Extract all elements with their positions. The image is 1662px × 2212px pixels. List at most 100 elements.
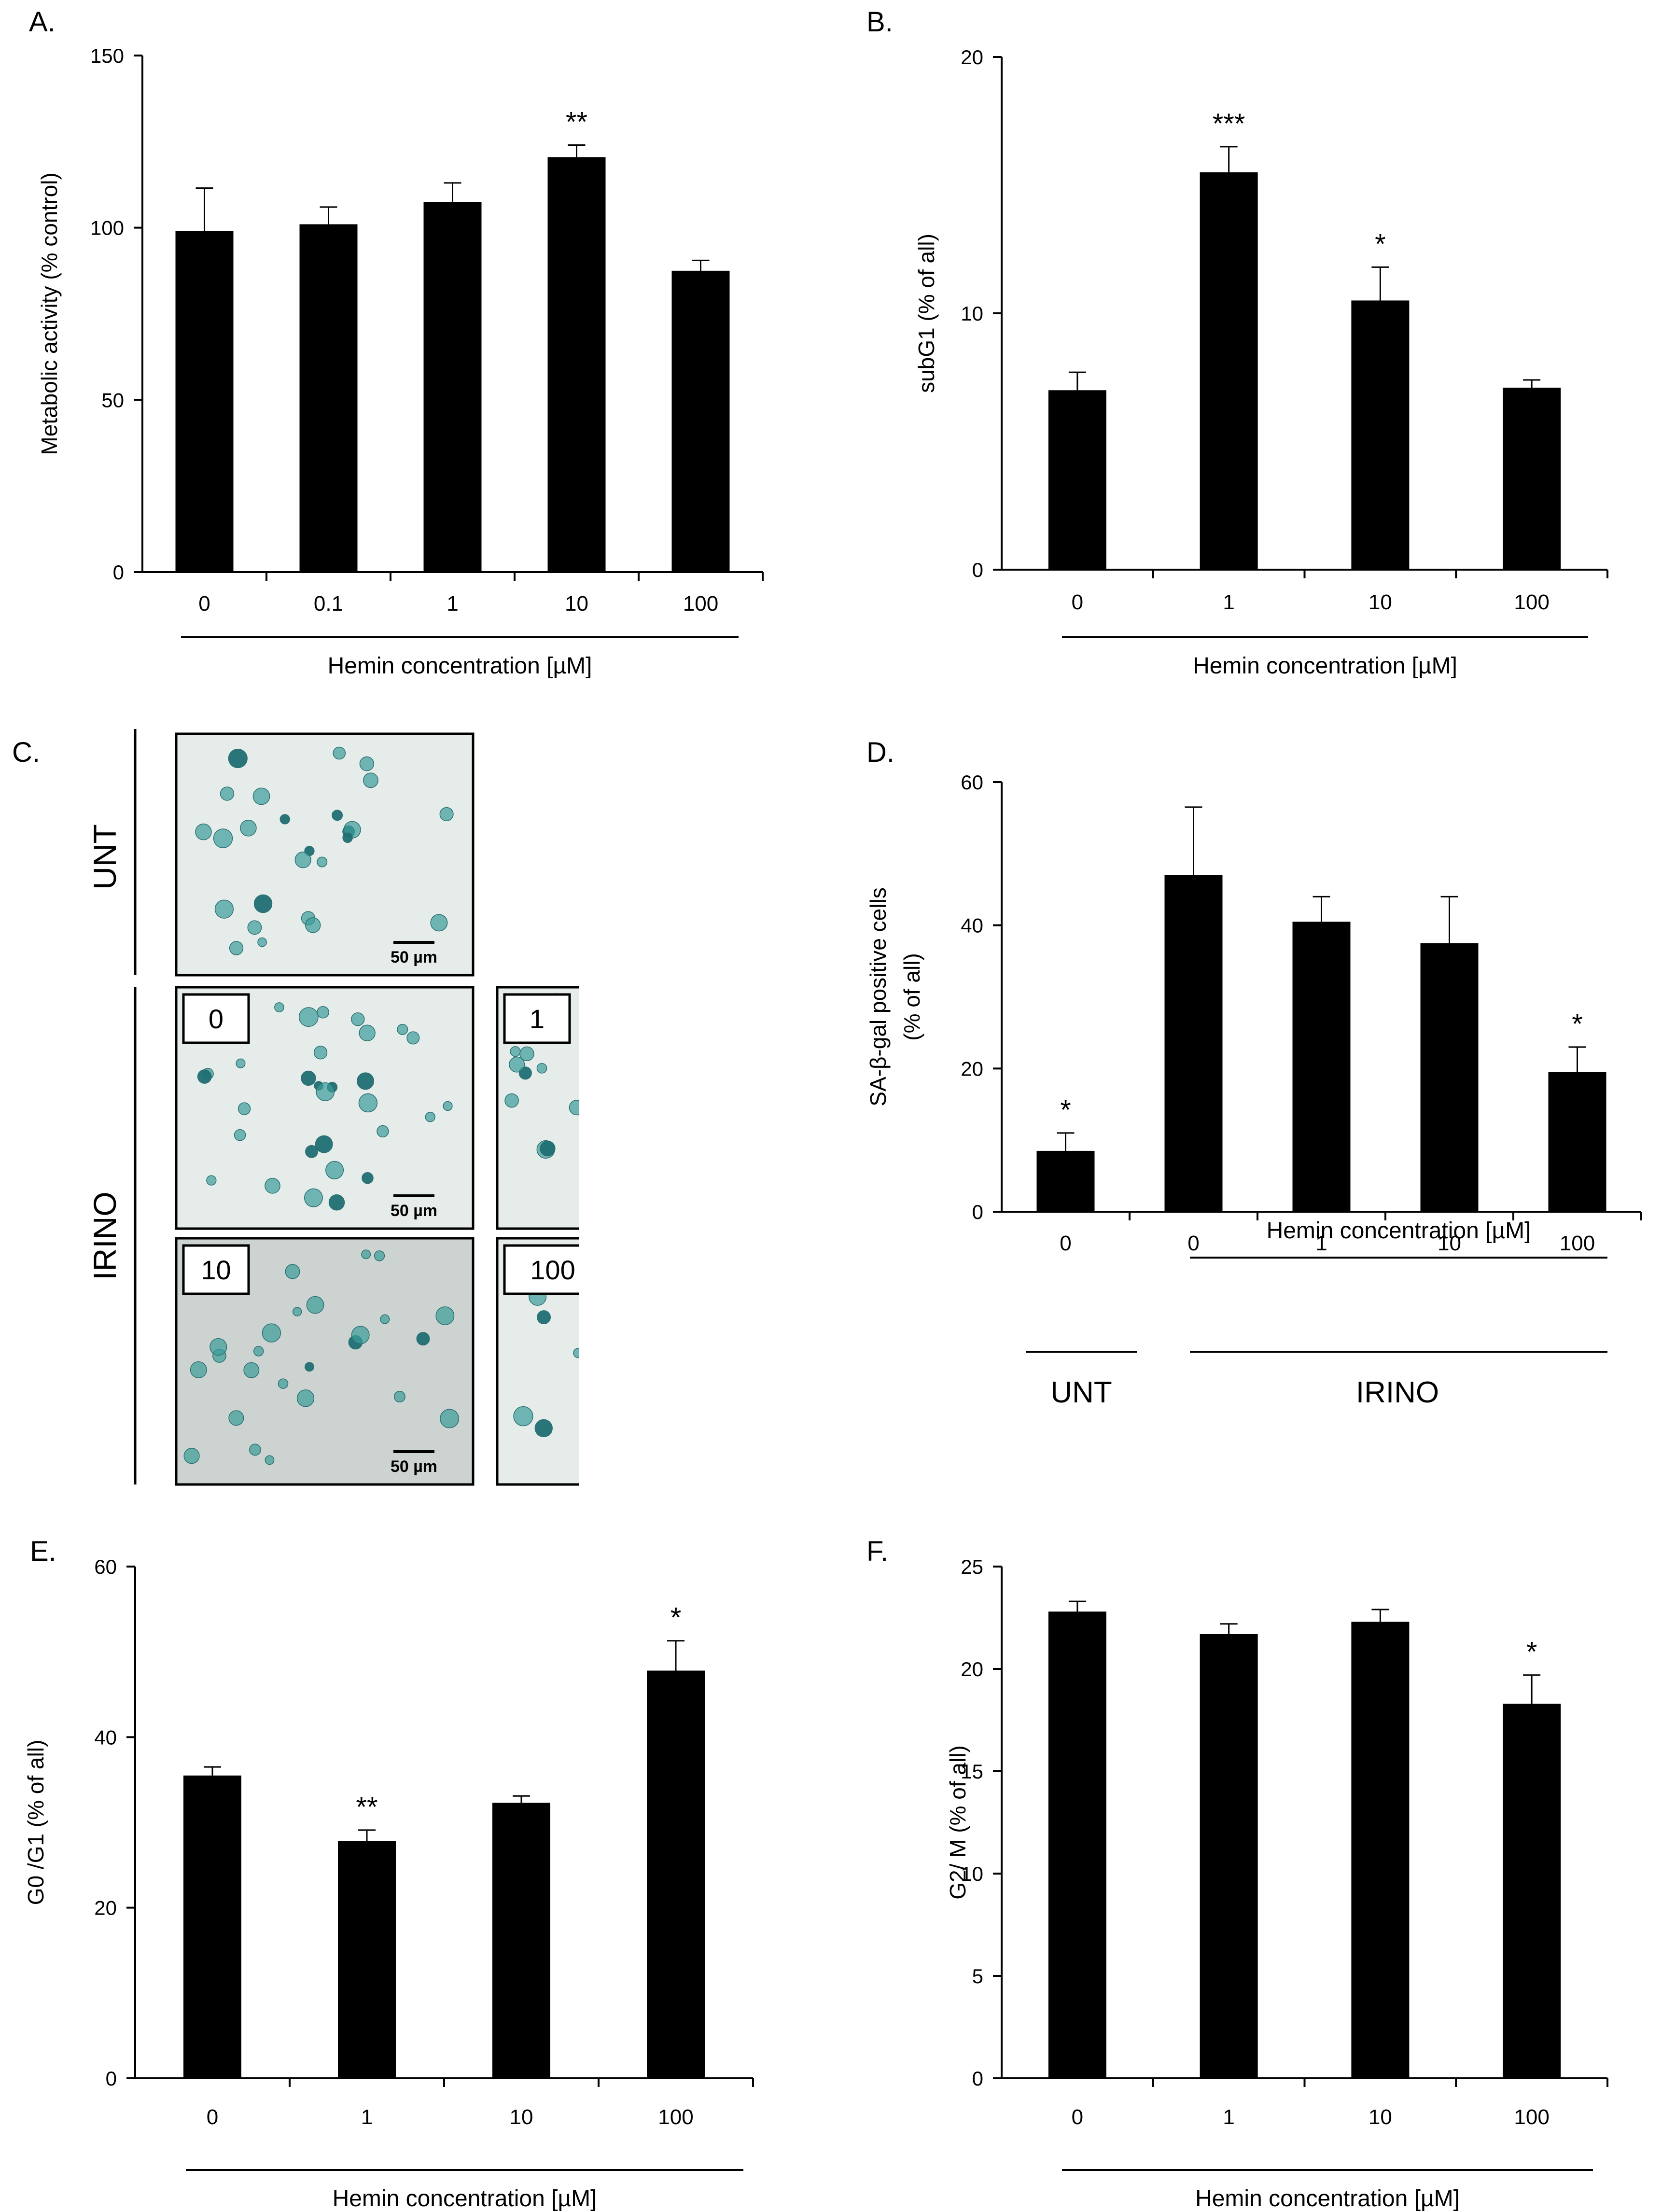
cell [359, 756, 375, 771]
cell [228, 1410, 244, 1426]
cell [236, 1058, 246, 1068]
x-tick-label: 10 [1438, 1232, 1461, 1255]
cell [240, 819, 257, 837]
panel-label-e: E. [30, 1536, 56, 1567]
cell [253, 1346, 264, 1357]
cell [374, 1250, 385, 1261]
cell [237, 1102, 251, 1115]
cell [195, 823, 212, 840]
y-tick-label: 20 [961, 1658, 983, 1680]
scale-bar-label: 50 µm [391, 1202, 437, 1220]
cell [262, 1323, 281, 1343]
scale-bar-label: 50 µm [391, 948, 437, 966]
cell [294, 851, 311, 868]
significance-label: *** [1213, 108, 1245, 140]
x-axis-label: Hemin concentration [µM] [333, 2186, 597, 2212]
y-axis-label: G2/ M (% of all) [945, 1745, 970, 1900]
x-tick-label: 1 [361, 2105, 373, 2129]
x-tick-label: 100 [1514, 590, 1549, 614]
cell [328, 1194, 345, 1211]
cell [209, 1338, 227, 1356]
bar [338, 1841, 396, 2078]
y-tick-label: 20 [961, 1057, 983, 1080]
x-tick-label: 10 [1369, 2105, 1392, 2129]
cell [435, 1306, 455, 1326]
cell [351, 1012, 365, 1026]
cell [406, 1031, 420, 1045]
significance-label: * [1526, 1637, 1537, 1668]
y-tick-label: 50 [101, 389, 124, 411]
x-tick-label: 10 [565, 592, 588, 616]
x-tick-label: 0 [1187, 1232, 1199, 1255]
cell [439, 807, 454, 822]
bar [1503, 387, 1561, 570]
cell [252, 787, 270, 805]
y-tick-label: 100 [90, 217, 124, 239]
cell [292, 1307, 302, 1316]
y-tick-label: 40 [961, 914, 983, 937]
cell [317, 1006, 330, 1019]
cell [425, 1112, 435, 1122]
cell [304, 1188, 323, 1207]
panel-label-f: F. [866, 1536, 889, 1567]
bar [175, 231, 234, 572]
bar [1503, 1704, 1561, 2078]
significance-label: ** [566, 106, 587, 138]
micrograph-tile-unt: 50 µm [175, 732, 475, 977]
micrograph-tile-irino-10: 10 50 µm [175, 1237, 475, 1486]
micrograph-tile-irino-0: 0 50 µm [175, 986, 475, 1230]
cell [573, 1348, 584, 1358]
cell [363, 772, 378, 788]
y-tick-label: 20 [961, 46, 983, 69]
cell [332, 810, 343, 821]
cell [357, 1072, 375, 1090]
x-tick-label: 1 [1223, 590, 1234, 614]
cell [540, 1140, 556, 1157]
bar [1200, 172, 1258, 570]
bar [1048, 390, 1106, 570]
x-tick-label: 100 [1560, 1232, 1595, 1255]
x-tick-label: 0 [1060, 1232, 1071, 1255]
cell [317, 856, 328, 868]
significance-label: * [1572, 1008, 1583, 1040]
cell [265, 1455, 275, 1465]
bar [1351, 300, 1410, 570]
cell [257, 937, 267, 947]
x-tick-label: 1 [1223, 2105, 1234, 2129]
group-label-unt: UNT [1050, 1376, 1112, 1409]
tile-label: 1 [530, 1004, 545, 1034]
bar [1351, 1622, 1410, 2078]
cell [285, 1264, 300, 1279]
cell [305, 1145, 318, 1158]
cell [440, 1409, 460, 1428]
y-tick-label: 0 [972, 2067, 983, 2090]
cell [228, 748, 248, 769]
micrograph-tile-irino-100: 10050 µm [496, 1237, 796, 1486]
x-tick-label: 0.1 [314, 592, 343, 616]
cell [213, 828, 233, 848]
cell [393, 1391, 405, 1402]
y-axis-label: G0 /G1 (% of all) [23, 1740, 48, 1905]
cell [243, 1362, 260, 1378]
cell [229, 941, 244, 955]
cell [351, 1326, 370, 1344]
bar [299, 224, 358, 572]
cell [333, 746, 346, 760]
x-tick-label: 0 [198, 592, 210, 616]
bar [492, 1803, 550, 2078]
cell [183, 1448, 200, 1464]
cell [358, 1093, 378, 1113]
panel-label-b: B. [866, 6, 893, 38]
cell [214, 899, 234, 919]
micrograph-svg: UNT IRINO 50 µm 0 50 µm 150 µm 10 50 µm 10050 … [87, 729, 796, 1486]
y-tick-label: 40 [94, 1726, 117, 1749]
bar [1200, 1634, 1258, 2078]
cell [304, 1362, 314, 1372]
cell [278, 1378, 289, 1389]
bar [183, 1775, 241, 2078]
cell [377, 1125, 389, 1138]
y-tick-label: 10 [961, 1862, 983, 1885]
